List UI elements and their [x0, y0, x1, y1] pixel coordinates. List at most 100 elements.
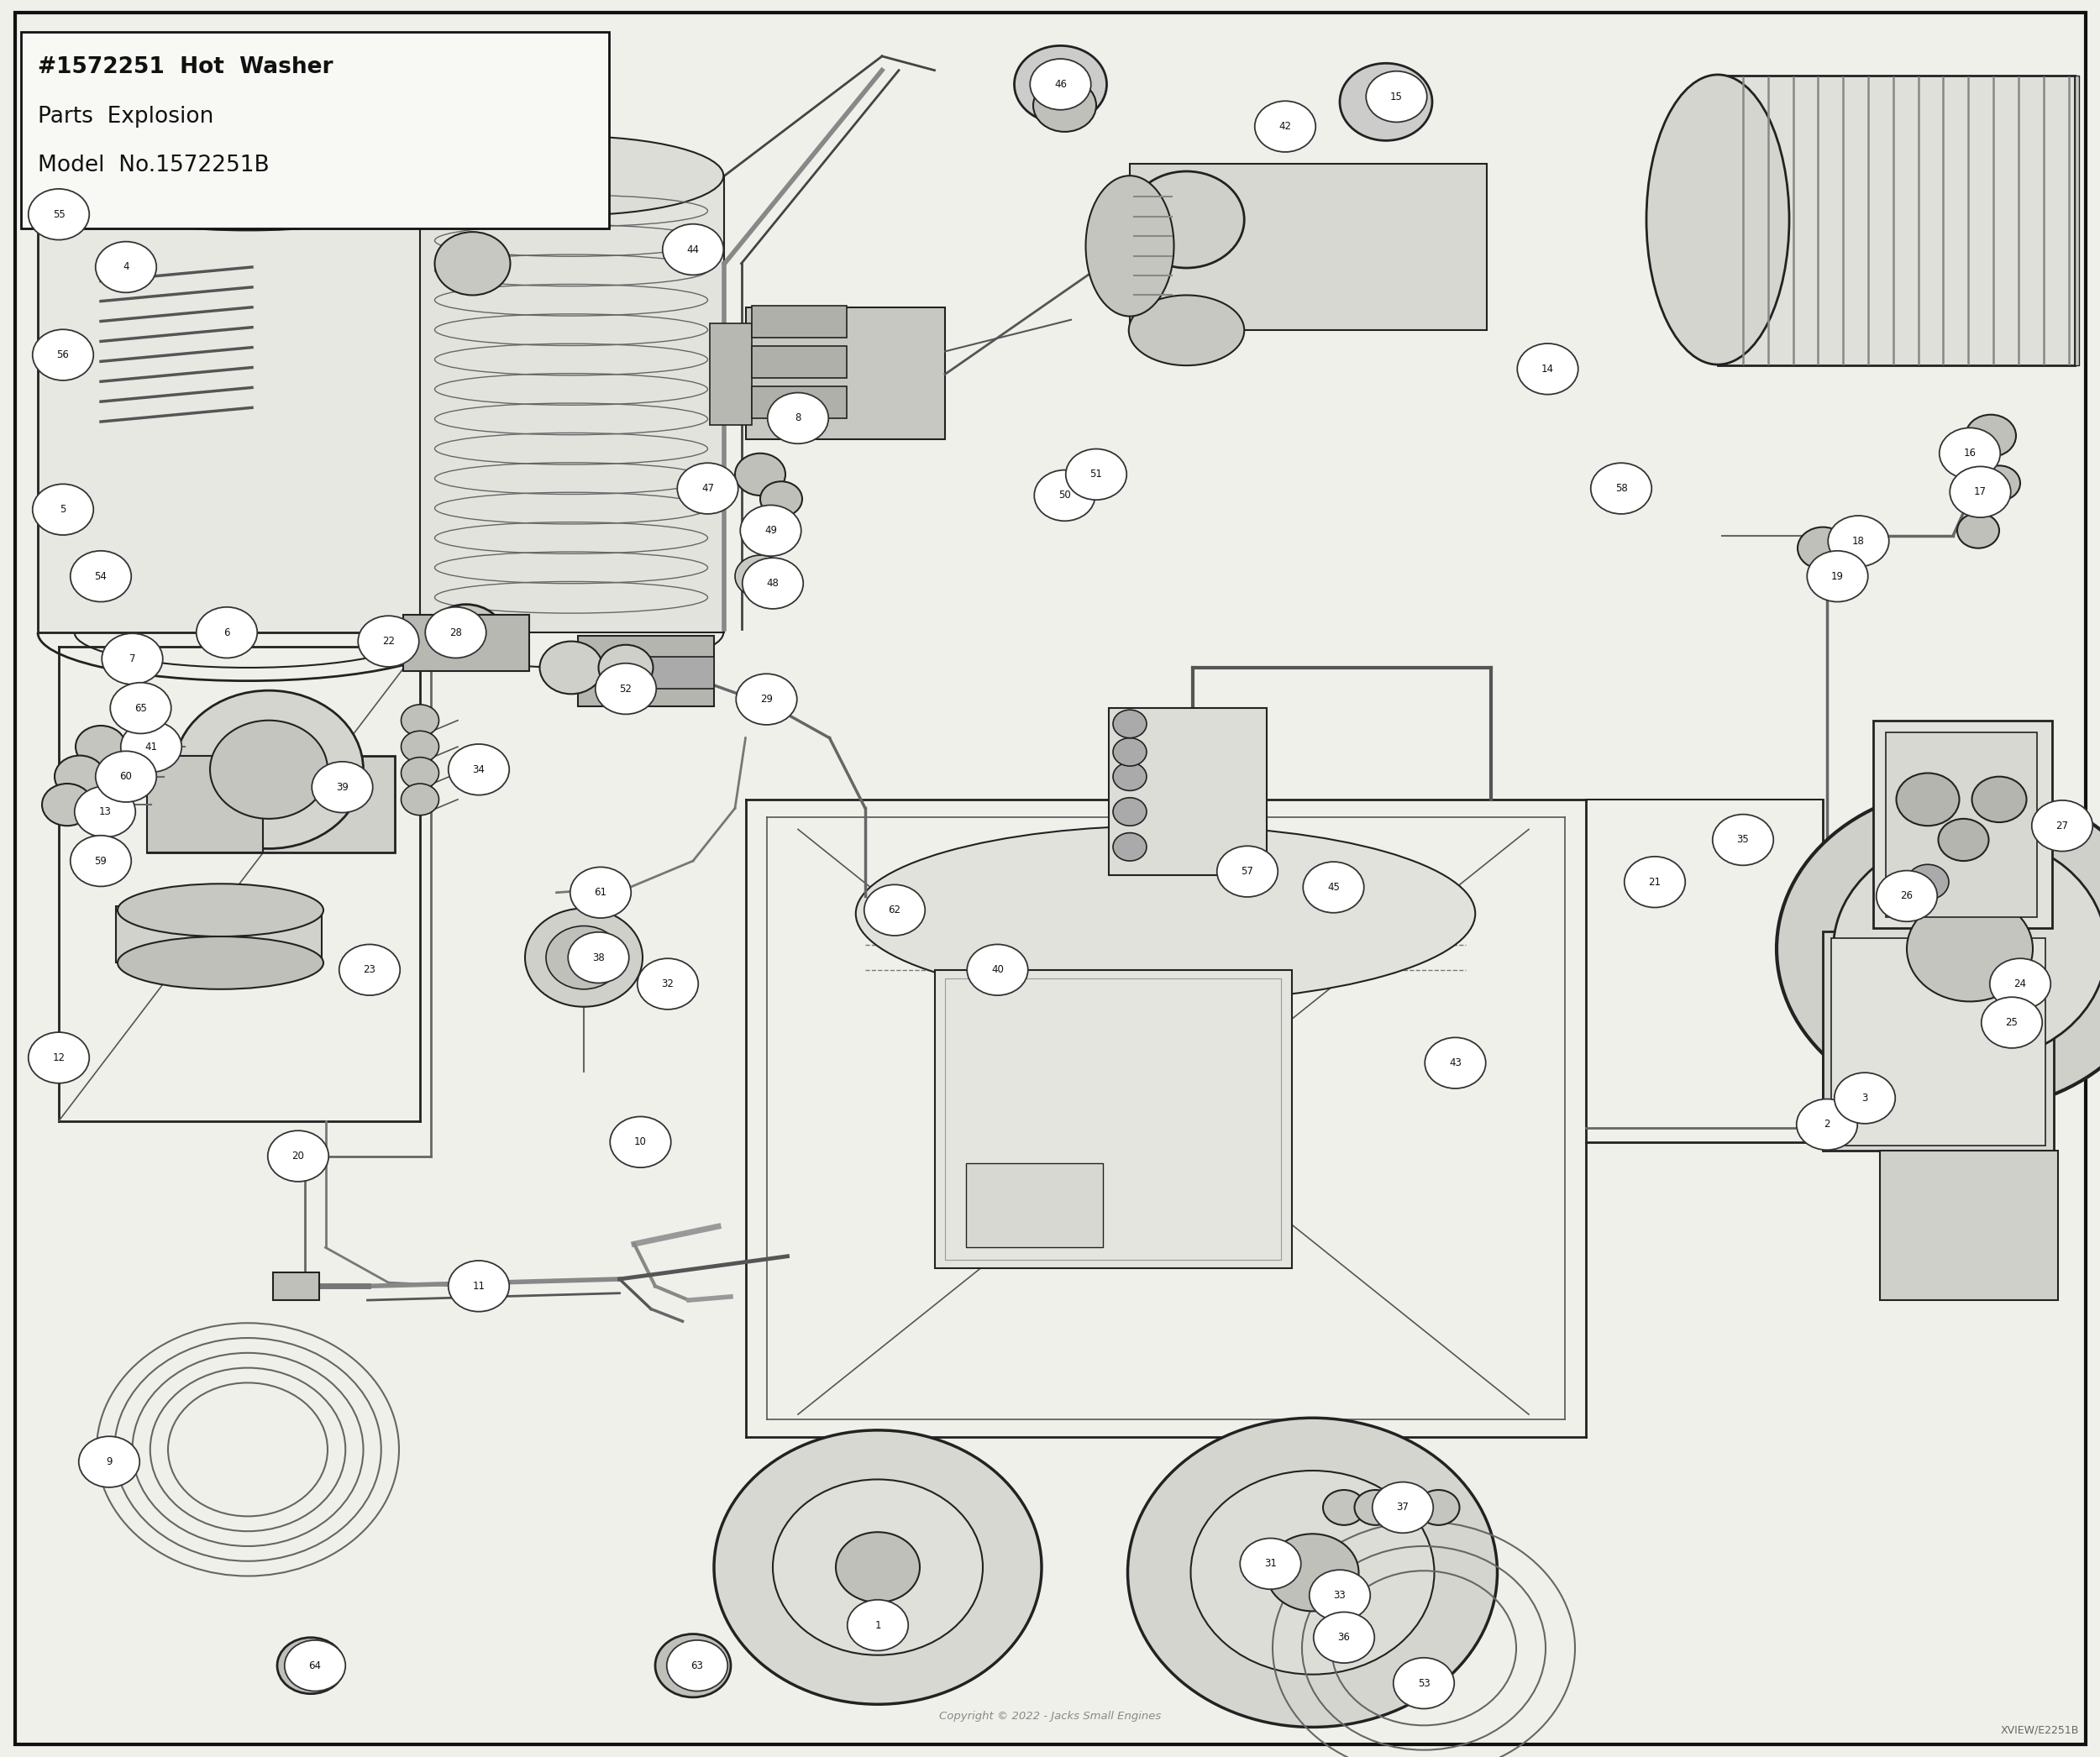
Circle shape	[1266, 1534, 1359, 1611]
Circle shape	[760, 481, 802, 517]
Text: 19: 19	[1831, 571, 1844, 582]
Text: 58: 58	[1615, 483, 1628, 494]
Circle shape	[76, 785, 134, 838]
Text: Model  No.1572251B: Model No.1572251B	[38, 155, 269, 176]
Circle shape	[848, 1599, 907, 1652]
Circle shape	[1966, 415, 2016, 457]
Text: 55: 55	[52, 209, 65, 220]
Circle shape	[111, 682, 172, 734]
Circle shape	[71, 552, 130, 603]
Circle shape	[769, 394, 827, 445]
Bar	[2075, 76, 2079, 365]
Bar	[1886, 733, 2037, 917]
Ellipse shape	[420, 137, 722, 216]
Circle shape	[1625, 856, 1684, 907]
Circle shape	[1315, 1613, 1376, 1662]
Bar	[1880, 1151, 2058, 1300]
Text: 42: 42	[1279, 121, 1292, 132]
Circle shape	[34, 485, 94, 536]
Bar	[430, 615, 504, 659]
Ellipse shape	[132, 146, 363, 207]
Bar	[147, 756, 395, 852]
Bar	[1823, 931, 2054, 1151]
Circle shape	[122, 722, 183, 773]
Bar	[1718, 76, 2075, 365]
Circle shape	[1982, 998, 2041, 1047]
Circle shape	[1949, 466, 2012, 518]
Text: 20: 20	[292, 1151, 304, 1161]
Circle shape	[401, 757, 439, 789]
Text: 44: 44	[687, 244, 699, 255]
Circle shape	[865, 886, 924, 935]
Circle shape	[277, 1638, 344, 1694]
Circle shape	[80, 1437, 139, 1486]
Bar	[710, 323, 752, 425]
Text: 12: 12	[52, 1052, 65, 1063]
Circle shape	[569, 868, 630, 919]
Circle shape	[76, 726, 126, 768]
Text: 47: 47	[701, 483, 714, 494]
Text: 60: 60	[120, 771, 132, 782]
Circle shape	[1113, 710, 1147, 738]
Text: 62: 62	[888, 905, 901, 915]
Circle shape	[1191, 1471, 1434, 1674]
Text: 8: 8	[796, 413, 800, 423]
Circle shape	[55, 756, 105, 798]
Circle shape	[1031, 60, 1092, 111]
Circle shape	[1340, 63, 1432, 141]
Bar	[752, 306, 846, 337]
Bar	[578, 636, 714, 706]
Circle shape	[42, 784, 92, 826]
Circle shape	[313, 763, 374, 812]
Circle shape	[735, 555, 785, 597]
Circle shape	[267, 1132, 328, 1181]
Bar	[752, 346, 846, 378]
Text: 17: 17	[1974, 487, 1987, 497]
Text: 40: 40	[991, 965, 1004, 975]
Circle shape	[428, 604, 504, 668]
Circle shape	[357, 615, 420, 668]
Text: 27: 27	[2056, 821, 2068, 831]
Circle shape	[567, 931, 630, 984]
Circle shape	[286, 1641, 344, 1690]
Text: 43: 43	[1449, 1058, 1462, 1068]
Circle shape	[449, 743, 510, 796]
Circle shape	[29, 1031, 88, 1082]
Circle shape	[1113, 763, 1147, 791]
Text: 35: 35	[1737, 835, 1749, 845]
Circle shape	[101, 634, 164, 685]
Circle shape	[546, 926, 622, 989]
Circle shape	[611, 1117, 672, 1168]
Text: 48: 48	[766, 578, 779, 589]
Text: 16: 16	[1964, 448, 1976, 459]
Circle shape	[1113, 798, 1147, 826]
Bar	[21, 32, 609, 228]
Circle shape	[1833, 835, 2100, 1063]
Text: 21: 21	[1648, 877, 1661, 887]
Text: 9: 9	[105, 1457, 113, 1467]
Circle shape	[97, 242, 155, 293]
Bar	[38, 176, 458, 633]
Text: 23: 23	[363, 965, 376, 975]
Text: 25: 25	[2006, 1017, 2018, 1028]
Text: 7: 7	[130, 654, 134, 664]
Circle shape	[401, 705, 439, 736]
Circle shape	[210, 720, 328, 819]
Text: Copyright © 2022 - Jacks Small Engines: Copyright © 2022 - Jacks Small Engines	[939, 1711, 1161, 1722]
Text: 32: 32	[662, 979, 674, 989]
Ellipse shape	[118, 884, 323, 936]
Text: Parts  Explosion: Parts Explosion	[38, 105, 214, 127]
Circle shape	[1777, 787, 2100, 1110]
Ellipse shape	[38, 121, 458, 230]
Bar	[1831, 938, 2045, 1146]
Circle shape	[1302, 863, 1365, 914]
Text: 56: 56	[57, 350, 69, 360]
Circle shape	[1128, 1418, 1497, 1727]
Circle shape	[401, 731, 439, 763]
Circle shape	[1386, 1490, 1428, 1525]
Text: 26: 26	[1900, 891, 1913, 901]
Text: 29: 29	[760, 694, 773, 705]
Circle shape	[1978, 466, 2020, 501]
Circle shape	[1714, 813, 1772, 864]
Text: 51: 51	[1090, 469, 1102, 480]
